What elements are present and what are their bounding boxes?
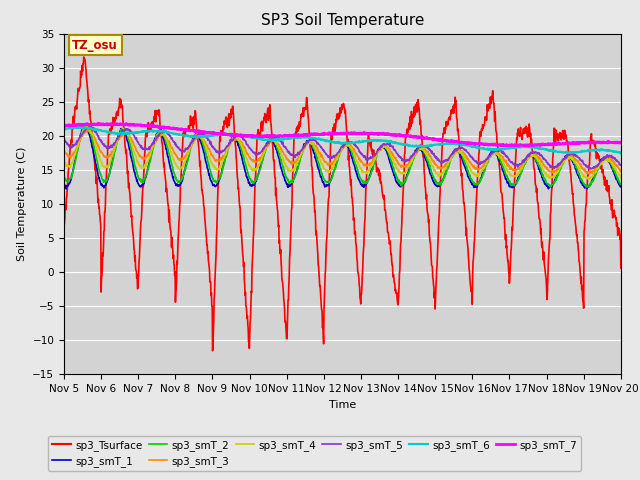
sp3_Tsurface	[247, 303, 255, 309]
sp3_smT_1	[247, 182, 255, 188]
sp3_smT_5	[502, 153, 509, 159]
sp3_smT_4	[551, 173, 559, 179]
Line: sp3_smT_7: sp3_smT_7	[64, 123, 621, 146]
sp3_smT_3	[551, 168, 559, 173]
sp3_smT_2	[551, 178, 559, 184]
sp3_Tsurface	[429, 282, 437, 288]
sp3_smT_5	[551, 164, 559, 170]
sp3_smT_4	[184, 151, 192, 157]
sp3_smT_7	[122, 120, 130, 126]
sp3_smT_4	[171, 160, 179, 166]
sp3_smT_6	[617, 151, 625, 156]
sp3_smT_4	[246, 164, 254, 169]
sp3_smT_7	[525, 144, 532, 149]
sp3_smT_2	[429, 173, 437, 179]
sp3_smT_6	[60, 126, 68, 132]
sp3_smT_2	[171, 171, 179, 177]
Y-axis label: Soil Temperature (C): Soil Temperature (C)	[17, 147, 27, 261]
X-axis label: Time: Time	[329, 400, 356, 409]
sp3_smT_1	[63, 186, 70, 192]
Line: sp3_smT_4: sp3_smT_4	[64, 126, 621, 180]
sp3_smT_4	[429, 164, 437, 170]
Line: sp3_Tsurface: sp3_Tsurface	[64, 57, 621, 351]
Title: SP3 Soil Temperature: SP3 Soil Temperature	[260, 13, 424, 28]
sp3_smT_1	[81, 123, 89, 129]
sp3_smT_7	[502, 142, 509, 148]
sp3_smT_1	[502, 176, 510, 182]
sp3_smT_2	[583, 184, 591, 190]
sp3_smT_6	[246, 134, 254, 140]
Line: sp3_smT_6: sp3_smT_6	[64, 127, 621, 154]
sp3_smT_2	[617, 181, 625, 187]
sp3_Tsurface	[502, 245, 510, 251]
sp3_Tsurface	[60, 222, 68, 228]
sp3_smT_3	[429, 158, 437, 164]
sp3_smT_1	[429, 179, 437, 184]
sp3_smT_3	[60, 147, 68, 153]
Line: sp3_smT_5: sp3_smT_5	[64, 126, 621, 169]
sp3_smT_2	[60, 174, 68, 180]
sp3_Tsurface	[617, 265, 625, 271]
sp3_smT_2	[246, 176, 254, 181]
sp3_smT_3	[246, 156, 254, 161]
sp3_smT_6	[184, 133, 192, 139]
sp3_smT_5	[171, 139, 179, 145]
sp3_smT_5	[184, 145, 192, 151]
sp3_smT_1	[617, 184, 625, 190]
sp3_smT_2	[184, 155, 192, 161]
sp3_smT_7	[246, 133, 254, 139]
sp3_smT_5	[246, 145, 254, 151]
sp3_Tsurface	[171, 273, 179, 278]
sp3_smT_2	[82, 123, 90, 129]
sp3_Tsurface	[552, 140, 559, 146]
sp3_Tsurface	[80, 54, 88, 60]
sp3_smT_6	[502, 145, 509, 151]
Line: sp3_smT_1: sp3_smT_1	[64, 126, 621, 189]
sp3_smT_3	[617, 169, 625, 175]
sp3_smT_4	[502, 165, 509, 171]
sp3_smT_4	[617, 175, 625, 181]
sp3_Tsurface	[209, 348, 216, 354]
sp3_smT_6	[75, 124, 83, 130]
sp3_smT_1	[172, 180, 179, 186]
Line: sp3_smT_3: sp3_smT_3	[64, 129, 621, 174]
sp3_smT_7	[184, 127, 192, 133]
Line: sp3_smT_2: sp3_smT_2	[64, 126, 621, 187]
sp3_smT_6	[171, 131, 179, 136]
sp3_smT_1	[185, 152, 193, 158]
sp3_smT_7	[552, 142, 559, 147]
sp3_smT_7	[617, 140, 625, 145]
sp3_smT_6	[429, 142, 437, 148]
sp3_smT_7	[429, 136, 437, 142]
sp3_smT_1	[60, 181, 68, 187]
sp3_Tsurface	[184, 127, 192, 133]
sp3_smT_4	[60, 157, 68, 163]
sp3_smT_2	[502, 172, 509, 178]
sp3_smT_3	[502, 157, 509, 163]
sp3_smT_3	[585, 171, 593, 177]
Text: TZ_osu: TZ_osu	[72, 39, 118, 52]
sp3_smT_4	[84, 123, 92, 129]
sp3_smT_5	[587, 166, 595, 172]
sp3_smT_3	[184, 149, 192, 155]
sp3_smT_1	[552, 176, 559, 182]
sp3_smT_6	[551, 149, 559, 155]
Legend: sp3_Tsurface, sp3_smT_1, sp3_smT_2, sp3_smT_3, sp3_smT_4, sp3_smT_5, sp3_smT_6, : sp3_Tsurface, sp3_smT_1, sp3_smT_2, sp3_…	[48, 436, 581, 471]
sp3_smT_5	[429, 151, 437, 156]
sp3_smT_5	[617, 162, 625, 168]
sp3_smT_5	[87, 123, 95, 129]
sp3_smT_4	[584, 177, 592, 182]
sp3_smT_7	[60, 122, 68, 128]
sp3_smT_5	[60, 136, 68, 142]
sp3_smT_7	[171, 126, 179, 132]
sp3_smT_3	[171, 151, 179, 157]
sp3_smT_3	[84, 126, 92, 132]
